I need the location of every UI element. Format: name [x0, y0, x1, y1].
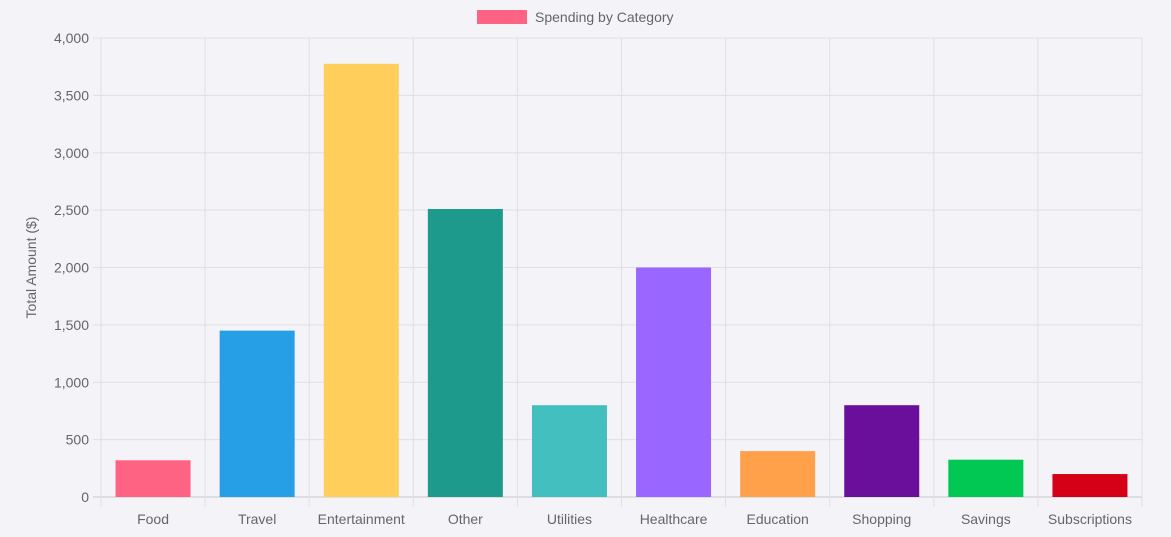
x-tick-label: Subscriptions — [1048, 511, 1132, 527]
bar-entertainment[interactable] — [323, 63, 399, 497]
x-tick-label: Other — [448, 511, 483, 527]
y-axis-title: Total Amount ($) — [23, 217, 39, 319]
bar-other[interactable] — [427, 208, 503, 498]
bar-travel[interactable] — [219, 330, 295, 497]
x-tick-label: Travel — [238, 511, 276, 527]
x-tick-label: Education — [747, 511, 809, 527]
bar-savings[interactable] — [948, 459, 1024, 497]
x-tick-label: Utilities — [547, 511, 592, 527]
x-tick-label: Entertainment — [318, 511, 405, 527]
y-tick-label: 2,500 — [54, 202, 89, 218]
y-tick-label: 3,500 — [54, 87, 89, 103]
bar-shopping[interactable] — [844, 405, 920, 497]
bar-utilities[interactable] — [531, 405, 607, 497]
bar-education[interactable] — [740, 451, 816, 497]
legend-label: Spending by Category — [535, 9, 674, 25]
bar-food[interactable] — [115, 460, 191, 497]
bar-healthcare[interactable] — [636, 267, 712, 498]
x-tick-label: Shopping — [852, 511, 911, 527]
y-tick-label: 2,000 — [54, 260, 89, 276]
y-tick-label: 1,000 — [54, 374, 89, 390]
x-tick-label: Healthcare — [640, 511, 708, 527]
legend-swatch — [477, 10, 527, 24]
bar-subscriptions[interactable] — [1052, 474, 1128, 497]
axes: 0 500 1,000 1,500 2,000 2,500 3,000 3,500 4,000 F… — [54, 30, 1132, 527]
y-tick-label: 500 — [66, 432, 90, 448]
y-tick-label: 3,000 — [54, 145, 89, 161]
y-tick-label: 1,500 — [54, 317, 89, 333]
bars — [115, 63, 1128, 498]
x-tick-label: Savings — [961, 511, 1011, 527]
legend[interactable]: Spending by Category — [477, 9, 674, 25]
y-tick-label: 4,000 — [54, 30, 89, 46]
x-tick-label: Food — [137, 511, 169, 527]
grid — [93, 37, 1143, 507]
y-tick-label: 0 — [81, 489, 89, 505]
